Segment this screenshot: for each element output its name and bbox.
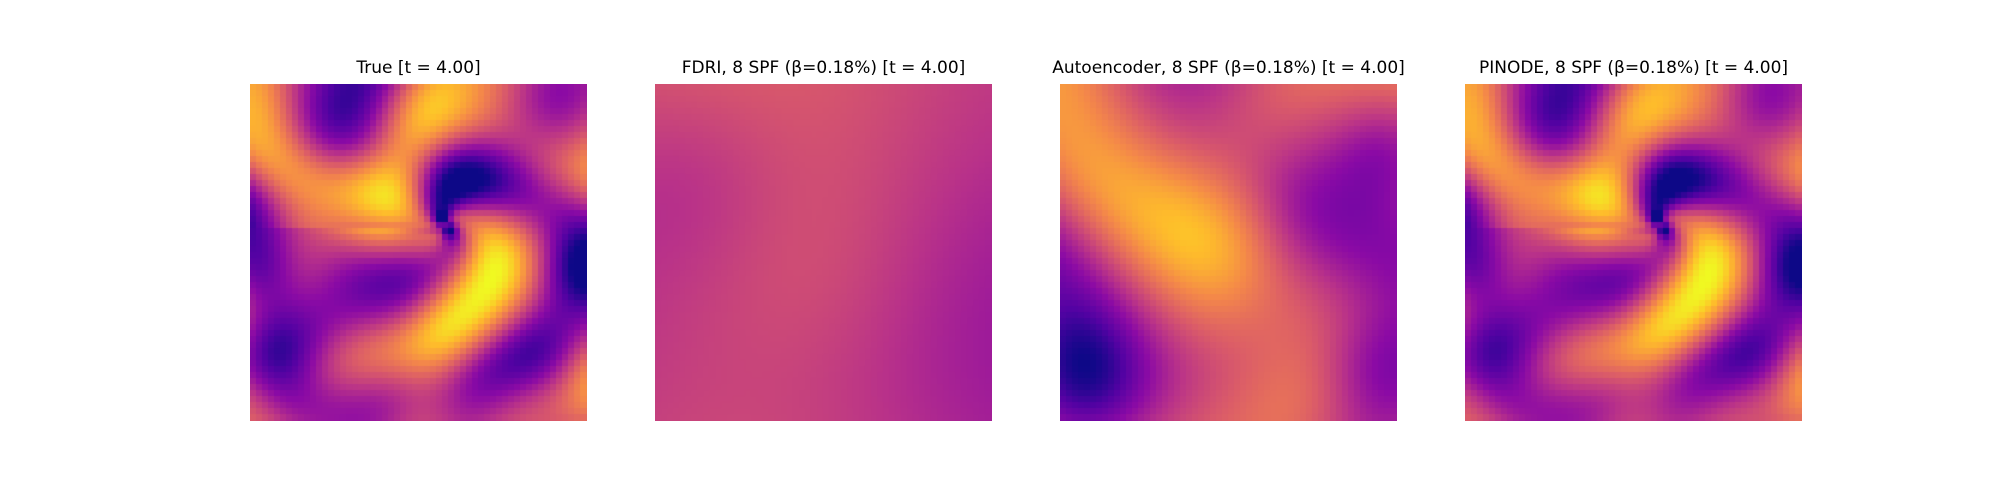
panel-title-fdri: FDRI, 8 SPF (β=0.18%) [t = 4.00] [681, 58, 966, 78]
field-image-true [250, 84, 587, 421]
panel-pinode: PINODE, 8 SPF (β=0.18%) [t = 4.00] [1465, 0, 1802, 500]
panel-title-pinode: PINODE, 8 SPF (β=0.18%) [t = 4.00] [1478, 58, 1789, 78]
panel-fdri: FDRI, 8 SPF (β=0.18%) [t = 4.00] [655, 0, 992, 500]
panel-true: True [t = 4.00] [250, 0, 587, 500]
field-image-fdri [655, 84, 992, 421]
panel-title-autoencoder: Autoencoder, 8 SPF (β=0.18%) [t = 4.00] [1052, 58, 1405, 78]
panel-title-true: True [t = 4.00] [356, 58, 481, 78]
field-image-pinode [1465, 84, 1802, 421]
panel-autoencoder: Autoencoder, 8 SPF (β=0.18%) [t = 4.00] [1052, 0, 1405, 500]
field-image-autoencoder [1060, 84, 1397, 421]
